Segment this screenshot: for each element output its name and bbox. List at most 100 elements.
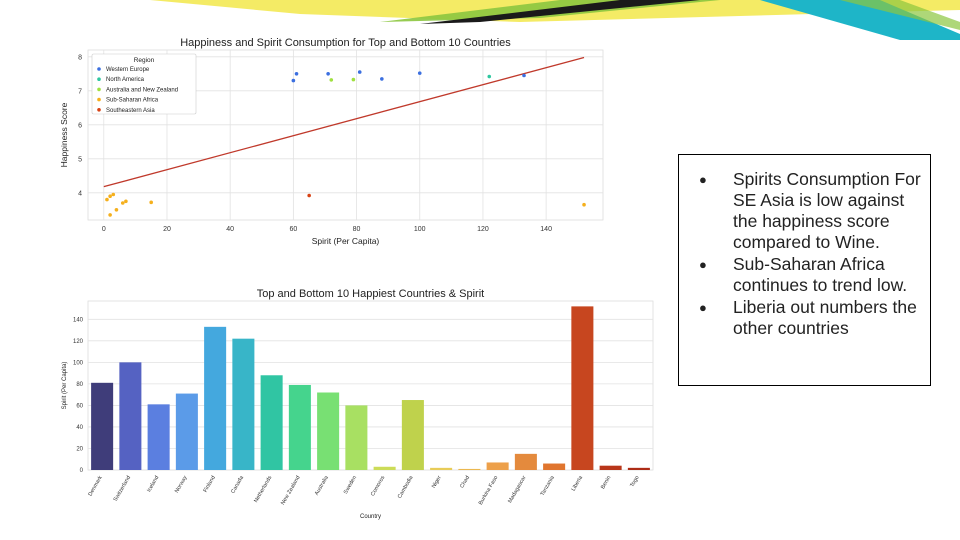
legend-label: Sub-Saharan Africa: [106, 98, 159, 104]
x-tick-label: Cambodia: [397, 474, 415, 500]
legend-marker: [97, 108, 101, 112]
bar: [260, 375, 283, 470]
bar-chart: 0 20 40 60 80 100 120 140 Top and Bottom 10 Happ…: [62, 288, 654, 520]
legend-marker: [97, 97, 101, 102]
x-tick-label: 0: [102, 226, 106, 233]
bullet-item: ● Spirits Consumption For SE Asia is low …: [699, 169, 922, 253]
data-point: [326, 72, 330, 76]
data-point: [149, 200, 153, 205]
legend-marker: [97, 77, 101, 81]
y-axis-label: Spirit (Per Capita): [62, 362, 68, 410]
data-point: [124, 199, 128, 204]
bar: [288, 384, 311, 470]
x-tick-label: Chad: [459, 475, 471, 489]
data-point: [294, 72, 299, 76]
bullet-item: ● Liberia out numbers the other countries: [699, 297, 922, 339]
data-point: [357, 70, 362, 74]
data-point: [351, 77, 356, 82]
x-tick-label: Madagascar: [507, 475, 527, 504]
legend-box: [91, 53, 197, 115]
x-tick-label: Sweden: [343, 475, 358, 495]
bar: [345, 405, 368, 470]
x-axis-label: Spirit (Per Capita): [312, 236, 380, 246]
y-tick-label: 5: [78, 156, 82, 163]
x-tick-label: Niger: [431, 475, 443, 490]
bar: [627, 467, 650, 470]
bar: [91, 382, 114, 470]
data-point: [307, 193, 311, 198]
y-tick-label: 100: [73, 361, 84, 367]
x-tick-label: Benin: [600, 475, 612, 490]
bullet-icon: ●: [699, 300, 707, 315]
legend-marker: [97, 87, 101, 92]
bullet-text: Spirits Consumption For SE Asia is low a…: [733, 169, 921, 252]
x-tick-label: Switzerland: [113, 475, 132, 503]
bar: [373, 466, 396, 470]
chart-title: Happiness and Spirit Consumption for Top…: [180, 37, 511, 49]
legend-label: North America: [106, 77, 145, 83]
x-tick-label: New Zealand: [280, 475, 301, 506]
x-tick-label: Finland: [203, 475, 217, 494]
legend-marker: [97, 67, 101, 71]
x-tick-label: Canada: [230, 474, 245, 495]
x-tick-label: 120: [477, 226, 489, 233]
x-tick-label: Denmark: [88, 475, 104, 498]
y-tick-label: 140: [73, 317, 84, 323]
y-tick-label: 80: [76, 382, 83, 388]
y-tick-label: 0: [80, 468, 84, 474]
bullet-text: Liberia out numbers the other countries: [733, 297, 917, 338]
x-tick-label: Burkina Faso: [478, 475, 499, 506]
bullet-item: ● Sub-Saharan Africa continues to trend l…: [699, 254, 922, 296]
x-tick-label: 140: [540, 226, 552, 233]
data-point: [522, 73, 526, 78]
x-tick-label: Iceland: [146, 475, 160, 493]
data-point: [108, 213, 112, 217]
x-tick-label: Netherlands: [253, 475, 273, 504]
x-tick-label: Australia: [314, 474, 330, 496]
y-tick-label: 60: [76, 404, 83, 410]
bar: [147, 404, 170, 470]
bullet-text: Sub-Saharan Africa continues to trend lo…: [733, 254, 908, 295]
legend-label: Australia and New Zealand: [106, 87, 178, 93]
bar: [204, 326, 227, 470]
x-tick-label: Tanzania: [540, 474, 557, 497]
bar: [543, 463, 566, 470]
data-point: [291, 78, 296, 83]
y-tick-label: 120: [73, 339, 84, 345]
bullet-list: ● Spirits Consumption For SE Asia is low …: [679, 155, 930, 339]
data-point: [417, 71, 422, 75]
y-axis-label: Happiness Score: [59, 102, 69, 167]
data-point: [120, 201, 125, 205]
y-tick-label: 20: [76, 447, 83, 453]
legend-label: Western Europe: [106, 67, 150, 73]
data-point: [105, 197, 109, 202]
bar: [401, 400, 424, 470]
bar: [175, 393, 198, 470]
y-tick-label: 4: [78, 190, 82, 197]
header-banner: [150, 0, 960, 40]
x-tick-label: Norway: [174, 475, 189, 494]
legend-label: Southeastern Asia: [106, 108, 155, 114]
chart-title: Top and Bottom 10 Happiest Countries & S…: [257, 288, 484, 300]
scatter-chart: 0 20 40 60 80 100 120 140 4 5 6 7 8 Happiness and Spi…: [59, 37, 604, 246]
x-tick-label: 40: [226, 226, 234, 233]
x-tick-label: Comoros: [370, 475, 386, 498]
bar: [599, 465, 622, 470]
notes-textbox: ● Spirits Consumption For SE Asia is low …: [678, 154, 931, 386]
data-point: [111, 192, 116, 197]
data-point: [487, 74, 492, 79]
regression-line: [103, 56, 585, 188]
bullet-icon: ●: [699, 257, 707, 272]
plot-area: [87, 300, 654, 471]
x-tick-label: 60: [289, 226, 297, 233]
x-tick-label: Liberia: [571, 474, 585, 492]
y-tick-label: 40: [76, 425, 83, 431]
x-tick-label: 80: [353, 226, 361, 233]
y-tick-label: 6: [78, 122, 82, 129]
legend-title: Region: [134, 57, 155, 64]
data-point: [114, 208, 119, 212]
x-tick-label: 100: [414, 226, 426, 233]
bar: [317, 392, 340, 470]
x-tick-label: Togo: [629, 475, 640, 488]
x-tick-label: 20: [163, 226, 171, 233]
